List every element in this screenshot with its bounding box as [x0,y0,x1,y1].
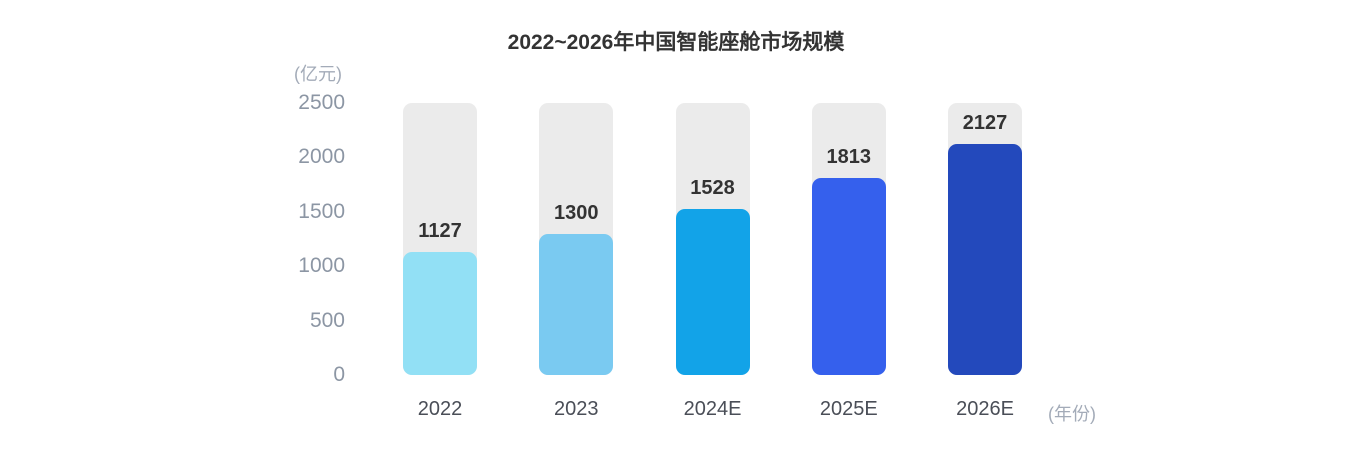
bar-2022 [403,252,477,375]
bar-2024E [675,209,750,375]
x-tick-label-2022: 2022 [417,398,463,420]
y-tick-label-500: 500 [309,308,345,332]
bar-track-2024E: 1528 [675,103,750,375]
x-tick-label-2024E: 2024E [683,398,742,420]
bar-value-label-2025E: 1813 [826,146,872,168]
x-tick-label-2025E: 2025E [819,398,878,420]
y-tick-label-2500: 2500 [298,91,345,114]
bar-value-label-2023: 1300 [554,202,599,224]
y-axis-unit-label: (亿元) [294,64,342,84]
bar-value-label-2026E: 2127 [962,112,1008,134]
y-tick-label-0: 0 [333,363,345,386]
x-tick-label-2023: 2023 [554,398,599,420]
bar-track-2026E: 2127 [948,103,1022,375]
chart-title: 2022~2026年中国智能座舱市场规模 [507,31,845,54]
bar-2023 [539,234,614,375]
x-axis-unit-label: (年份) [1048,404,1096,424]
bar-track-2025E: 1813 [811,103,886,375]
bar-value-label-2024E: 1528 [690,177,735,199]
y-tick-label-2000: 2000 [298,145,345,169]
bar-2026E [948,144,1022,375]
bar-track-2023: 1300 [539,103,614,375]
y-tick-label-1000: 1000 [298,254,345,278]
x-tick-label-2026E: 2026E [956,398,1014,420]
bar-2025E [811,178,886,375]
bar-value-label-2022: 1127 [418,220,462,242]
y-tick-label-1500: 1500 [298,199,345,223]
bar-track-2022: 1127 [403,103,477,375]
